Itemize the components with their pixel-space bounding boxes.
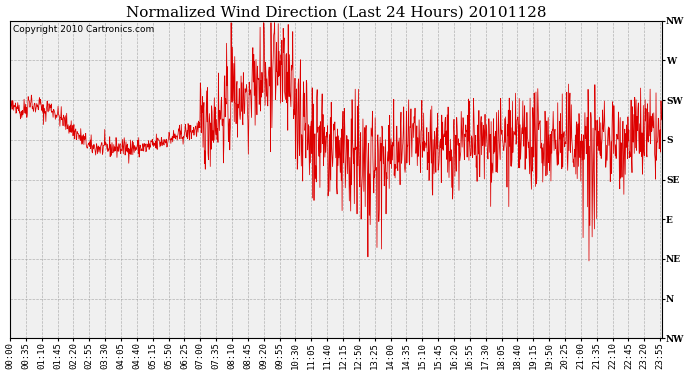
Text: Copyright 2010 Cartronics.com: Copyright 2010 Cartronics.com bbox=[13, 26, 155, 34]
Title: Normalized Wind Direction (Last 24 Hours) 20101128: Normalized Wind Direction (Last 24 Hours… bbox=[126, 6, 546, 20]
